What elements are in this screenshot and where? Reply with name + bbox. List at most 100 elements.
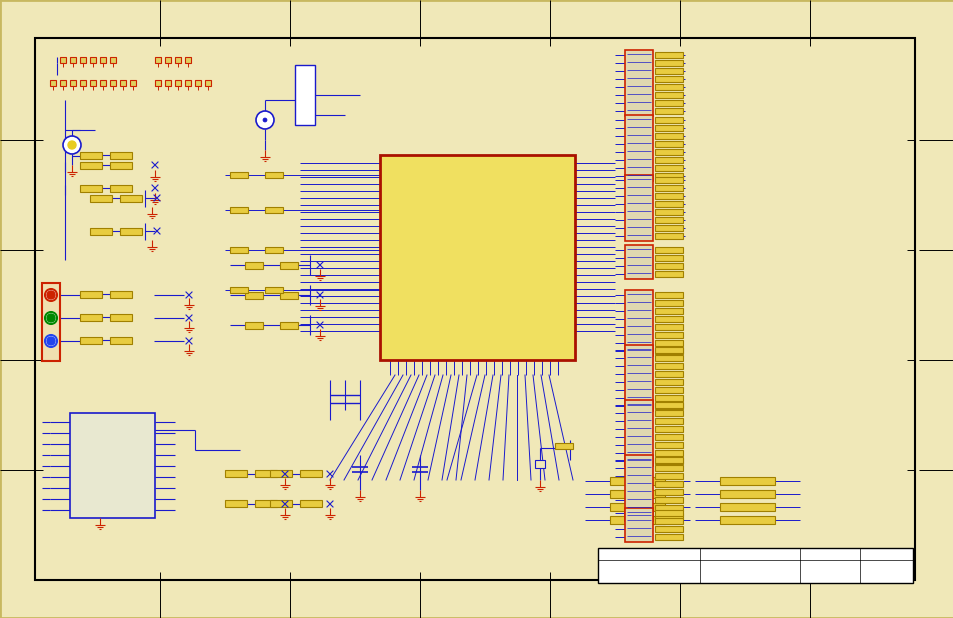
Bar <box>42 283 60 361</box>
Bar <box>225 500 247 507</box>
Bar <box>655 68 682 74</box>
Bar <box>110 337 132 344</box>
Bar <box>80 314 102 321</box>
Bar <box>655 410 682 416</box>
Bar <box>655 84 682 90</box>
Bar <box>294 65 314 125</box>
Bar <box>80 185 102 192</box>
Bar <box>624 115 652 181</box>
Bar <box>655 379 682 385</box>
Bar <box>245 262 263 269</box>
Bar <box>110 80 116 86</box>
Bar <box>205 80 211 86</box>
Bar <box>655 324 682 330</box>
Bar <box>265 247 283 253</box>
Bar <box>655 457 682 463</box>
Bar <box>270 500 292 507</box>
Bar <box>80 80 86 86</box>
Bar <box>655 371 682 377</box>
Bar <box>655 271 682 277</box>
Bar <box>655 52 682 58</box>
Bar <box>154 80 161 86</box>
Bar <box>624 345 652 411</box>
Bar <box>655 217 682 223</box>
Bar <box>655 403 682 409</box>
Bar <box>655 402 682 408</box>
Bar <box>154 57 161 63</box>
Circle shape <box>47 291 55 299</box>
Bar <box>80 57 86 63</box>
Bar <box>655 247 682 253</box>
Bar <box>624 175 652 241</box>
Bar <box>254 470 276 477</box>
Bar <box>655 355 682 361</box>
Bar <box>655 193 682 199</box>
Bar <box>655 100 682 106</box>
Bar <box>655 117 682 123</box>
Bar <box>655 263 682 269</box>
Bar <box>379 155 575 360</box>
Bar <box>225 470 247 477</box>
Bar <box>110 185 132 192</box>
Bar <box>655 387 682 393</box>
Bar <box>299 470 322 477</box>
Bar <box>90 80 96 86</box>
Bar <box>80 162 102 169</box>
Bar <box>80 152 102 159</box>
Bar <box>655 513 682 519</box>
Bar <box>265 287 283 293</box>
Bar <box>655 442 682 448</box>
Circle shape <box>45 335 57 347</box>
Bar <box>655 60 682 66</box>
Bar <box>265 172 283 178</box>
Bar <box>655 201 682 207</box>
Bar <box>80 291 102 298</box>
Bar <box>655 165 682 171</box>
Bar <box>655 489 682 495</box>
Bar <box>655 534 682 540</box>
Bar <box>50 80 56 86</box>
Bar <box>655 292 682 298</box>
Bar <box>655 133 682 139</box>
Bar <box>174 80 181 86</box>
Bar <box>655 141 682 147</box>
Bar <box>254 500 276 507</box>
Bar <box>655 426 682 432</box>
Bar <box>270 470 292 477</box>
Bar <box>280 262 297 269</box>
Circle shape <box>45 312 57 324</box>
Bar <box>720 477 774 485</box>
Bar <box>655 518 682 524</box>
Bar <box>720 503 774 511</box>
Bar <box>655 308 682 314</box>
Bar <box>655 465 682 471</box>
Bar <box>194 80 201 86</box>
Bar <box>535 460 544 468</box>
Bar <box>110 162 132 169</box>
Bar <box>655 225 682 231</box>
Bar <box>230 287 248 293</box>
Circle shape <box>68 141 76 149</box>
Bar <box>655 185 682 191</box>
Circle shape <box>47 337 55 345</box>
Bar <box>609 503 664 511</box>
Bar <box>60 57 66 63</box>
Bar <box>280 322 297 329</box>
Bar <box>655 434 682 440</box>
Bar <box>90 228 112 235</box>
Bar <box>655 149 682 155</box>
Bar <box>185 57 191 63</box>
Bar <box>655 473 682 479</box>
Bar <box>165 80 171 86</box>
Bar <box>165 57 171 63</box>
Bar <box>70 57 76 63</box>
Bar <box>655 481 682 487</box>
Bar <box>655 157 682 163</box>
Bar <box>280 292 297 299</box>
Bar <box>120 228 142 235</box>
Bar <box>110 291 132 298</box>
Bar <box>555 443 573 449</box>
Bar <box>174 57 181 63</box>
Bar <box>624 245 652 279</box>
Bar <box>655 173 682 179</box>
